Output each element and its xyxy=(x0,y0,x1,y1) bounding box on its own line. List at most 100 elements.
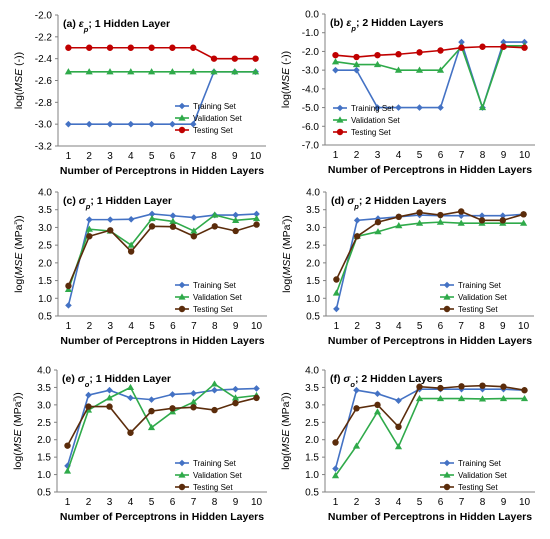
series-validation-set xyxy=(331,42,529,111)
x-tick-label: 9 xyxy=(232,151,238,162)
series-line xyxy=(66,382,257,472)
y-tick-label: 0.5 xyxy=(306,312,320,323)
legend-label: Testing Set xyxy=(351,128,391,137)
legend-marker xyxy=(178,293,186,300)
data-point xyxy=(190,404,197,411)
y-tick-label: 1.0 xyxy=(37,470,51,481)
data-point xyxy=(169,217,177,225)
data-point xyxy=(232,227,239,235)
chart-panel-5: 4.0 3.5 3.0 2.5 2.0 1.5 1.0 0.5 1 2 3 4 5 6 7 8 9 10 Numbe… xyxy=(12,366,267,523)
x-tick-label: 5 xyxy=(149,321,155,332)
data-point xyxy=(479,382,486,389)
data-point xyxy=(106,44,114,51)
x-tick-label: 4 xyxy=(396,497,402,508)
data-point xyxy=(253,394,260,402)
data-point xyxy=(190,390,197,397)
data-point xyxy=(127,241,135,248)
data-point xyxy=(65,120,72,128)
data-point xyxy=(147,423,156,431)
legend: Training Set Validation Set Testing Set xyxy=(333,104,401,137)
legend-label: Validation Set xyxy=(193,471,243,480)
data-point xyxy=(106,216,114,223)
x-tick-label: 4 xyxy=(128,151,134,162)
data-point xyxy=(148,407,155,415)
data-point xyxy=(478,395,487,402)
data-point xyxy=(106,386,113,394)
x-tick-label: 10 xyxy=(251,497,263,508)
legend-marker xyxy=(443,471,451,478)
series-line xyxy=(68,46,256,60)
data-point xyxy=(106,68,114,75)
y-tick-label: -2.0 xyxy=(302,47,320,58)
series-line xyxy=(67,213,257,306)
data-point xyxy=(253,385,260,392)
x-tick-label: 5 xyxy=(149,497,155,508)
series-testing-set xyxy=(332,43,528,61)
series-line xyxy=(334,384,525,443)
x-tick-label: 5 xyxy=(417,497,423,508)
series-training-set xyxy=(64,385,260,470)
legend: Training Set Validation Set Testing Set xyxy=(175,281,243,314)
data-point xyxy=(148,396,155,403)
x-tick-label: 2 xyxy=(86,151,92,162)
data-point xyxy=(127,44,134,51)
series-testing-set xyxy=(64,394,260,449)
y-tick-label: 3.5 xyxy=(306,205,320,216)
data-point xyxy=(86,233,93,240)
data-point xyxy=(374,51,381,59)
x-tick-label: 2 xyxy=(354,321,360,332)
x-tick-label: 1 xyxy=(66,151,72,162)
legend-label: Training Set xyxy=(351,104,395,113)
data-point xyxy=(521,387,528,394)
legend-marker xyxy=(443,483,451,491)
x-tick-label: 3 xyxy=(107,151,113,162)
data-point xyxy=(478,217,486,224)
x-tick-label: 1 xyxy=(333,497,339,508)
data-point xyxy=(416,104,423,111)
x-axis-label: Number of Perceptrons in Hidden Layers xyxy=(328,511,532,523)
x-tick-label: 8 xyxy=(480,150,486,161)
x-tick-label: 6 xyxy=(170,497,176,508)
y-tick-label: 4.0 xyxy=(37,366,51,377)
data-point xyxy=(373,60,382,68)
data-point xyxy=(416,219,424,226)
y-tick-label: -2.2 xyxy=(35,32,53,43)
data-point xyxy=(210,380,219,387)
series-line xyxy=(67,214,257,290)
series-line xyxy=(67,223,257,287)
x-tick-label: 9 xyxy=(233,497,239,508)
data-point xyxy=(65,302,72,309)
chart-panel-6: 4.0 3.5 3.0 2.5 2.0 1.5 1.0 0.5 1 2 3 4 5 6 7 8 9 10 Numbe… xyxy=(280,366,535,523)
data-point xyxy=(211,406,218,414)
x-tick-label: 4 xyxy=(396,150,402,161)
y-tick-label: 2.0 xyxy=(305,435,319,446)
x-tick-label: 3 xyxy=(375,321,381,332)
data-point xyxy=(500,38,507,46)
data-point xyxy=(210,55,218,62)
data-point xyxy=(353,217,361,224)
chart-title: (b) εp; 2 Hidden Layers xyxy=(330,17,444,33)
legend-label: Testing Set xyxy=(193,305,233,314)
series-line xyxy=(335,45,525,111)
data-point xyxy=(190,44,197,51)
data-point xyxy=(458,383,465,390)
data-point xyxy=(252,55,259,62)
data-point xyxy=(148,68,156,75)
data-point xyxy=(85,225,93,232)
data-point xyxy=(353,386,360,394)
data-point xyxy=(127,215,135,223)
x-tick-label: 6 xyxy=(438,497,444,508)
x-axis-label: Number of Perceptrons in Hidden Layers xyxy=(60,511,264,523)
data-point xyxy=(437,384,444,392)
y-tick-label: 1.5 xyxy=(38,276,52,287)
data-point xyxy=(437,47,444,54)
legend-marker xyxy=(178,483,186,491)
x-tick-label: 10 xyxy=(251,321,263,332)
y-tick-label: 3.0 xyxy=(37,400,51,411)
x-tick-label: 8 xyxy=(480,497,486,508)
data-point xyxy=(332,465,339,472)
x-tick-label: 5 xyxy=(417,150,423,161)
data-point xyxy=(374,390,381,398)
legend-label: Validation Set xyxy=(458,471,508,480)
data-point xyxy=(252,214,261,222)
